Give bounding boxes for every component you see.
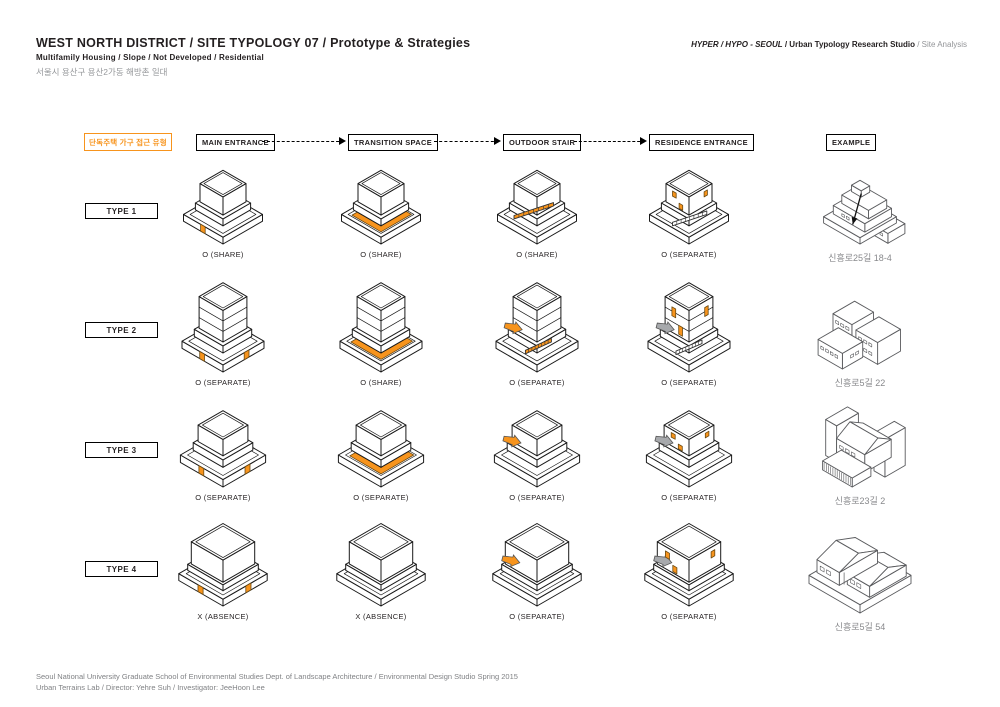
column-header-example: EXAMPLE (826, 134, 877, 151)
credits-footer: Seoul National University Graduate Schoo… (36, 671, 518, 694)
example-caption: 신흥로25길 18-4 (828, 253, 892, 263)
column-header-main-entrance: MAIN ENTRANCE (196, 134, 275, 151)
prototype-figure (341, 169, 421, 245)
sheet-category: / Site Analysis (914, 40, 967, 49)
prototype-figure (339, 282, 423, 373)
figure-label: O (SEPARATE) (195, 378, 251, 387)
prototype-cell: O (SEPARATE) (148, 281, 298, 387)
example-drawing (808, 537, 912, 614)
column-header-residence-entrance: RESIDENCE ENTRANCE (649, 134, 754, 151)
prototype-cell: O (SEPARATE) (614, 401, 764, 502)
site-location-korean: 서울시 용산구 용산2가동 해방촌 일대 (36, 67, 168, 77)
prototype-figure (178, 523, 268, 607)
prototype-figure (492, 523, 582, 607)
dashed-arrow-icon (262, 136, 346, 145)
prototype-cell: O (SHARE) (148, 168, 298, 259)
figure-label: O (SEPARATE) (661, 493, 717, 502)
credit-line-1: Seoul National University Graduate Schoo… (36, 672, 518, 681)
prototype-cell: O (SHARE) (306, 281, 456, 387)
prototype-figure (645, 410, 733, 488)
prototype-cell: O (SHARE) (462, 168, 612, 259)
page-title: WEST NORTH DISTRICT / SITE TYPOLOGY 07 /… (36, 36, 471, 50)
figure-label: O (SEPARATE) (509, 378, 565, 387)
studio-credit: HYPER / HYPO - SEOUL / Urban Typology Re… (691, 40, 967, 49)
prototype-figure (493, 410, 581, 488)
row-label-type-2: TYPE 2 (85, 322, 158, 338)
prototype-cell: O (SEPARATE) (462, 281, 612, 387)
studio-program: / Urban Typology Research Studio (782, 40, 915, 49)
figure-label: O (SHARE) (516, 250, 558, 259)
row-label-type-3: TYPE 3 (85, 442, 158, 458)
figure-label: O (SHARE) (360, 378, 402, 387)
prototype-figure (181, 282, 265, 373)
example-caption: 신흥로23길 2 (834, 496, 886, 506)
access-type-legend: 단독주택 가구 접근 유형 (84, 133, 172, 151)
prototype-figure (649, 169, 729, 245)
example-drawing (822, 406, 906, 488)
prototype-figure (337, 410, 425, 488)
figure-label: X (ABSENCE) (197, 612, 249, 621)
example-cell: 신흥로5길 54 (770, 515, 950, 633)
credit-line-2: Urban Terrains Lab / Director: Yehre Suh… (36, 683, 265, 693)
prototype-cell: O (SEPARATE) (462, 401, 612, 502)
prototype-cell: X (ABSENCE) (306, 515, 456, 621)
example-cell: 신흥로5길 22 (770, 281, 950, 389)
dashed-arrow-icon (574, 136, 647, 145)
example-drawing (817, 300, 901, 370)
figure-label: O (SHARE) (360, 250, 402, 259)
figure-label: O (SEPARATE) (661, 378, 717, 387)
example-caption: 신흥로5길 22 (834, 378, 886, 388)
prototype-figure (179, 410, 267, 488)
figure-label: O (SEPARATE) (661, 612, 717, 621)
prototype-cell: O (SEPARATE) (306, 401, 456, 502)
row-label-type-1: TYPE 1 (85, 203, 158, 219)
prototype-cell: X (ABSENCE) (148, 515, 298, 621)
figure-label: O (SEPARATE) (509, 493, 565, 502)
prototype-cell: O (SEPARATE) (614, 515, 764, 621)
prototype-figure (495, 282, 579, 373)
figure-label: X (ABSENCE) (355, 612, 407, 621)
row-label-type-4: TYPE 4 (85, 561, 158, 577)
example-cell: 신흥로25길 18-4 (770, 168, 950, 264)
figure-label: O (SEPARATE) (509, 612, 565, 621)
prototype-figure (336, 523, 426, 607)
dashed-arrow-icon (434, 136, 501, 145)
column-header-transition-space: TRANSITION SPACE (348, 134, 438, 151)
prototype-figure (647, 282, 731, 373)
page-subtitle: Multifamily Housing / Slope / Not Develo… (36, 53, 264, 62)
prototype-cell: O (SEPARATE) (614, 281, 764, 387)
prototype-figure (183, 169, 263, 245)
example-caption: 신흥로5길 54 (834, 622, 886, 632)
prototype-cell: O (SEPARATE) (614, 168, 764, 259)
example-cell: 신흥로23길 2 (770, 401, 950, 507)
figure-label: O (SHARE) (202, 250, 244, 259)
figure-label: O (SEPARATE) (195, 493, 251, 502)
studio-name: HYPER / HYPO - SEOUL (691, 40, 783, 49)
column-header-outdoor-stair: OUTDOOR STAIR (503, 134, 582, 151)
prototype-cell: O (SHARE) (306, 168, 456, 259)
prototype-figure (497, 169, 577, 245)
figure-label: O (SEPARATE) (661, 250, 717, 259)
example-drawing (823, 179, 906, 245)
prototype-figure (644, 523, 734, 607)
figure-label: O (SEPARATE) (353, 493, 409, 502)
prototype-cell: O (SEPARATE) (148, 401, 298, 502)
prototype-cell: O (SEPARATE) (462, 515, 612, 621)
